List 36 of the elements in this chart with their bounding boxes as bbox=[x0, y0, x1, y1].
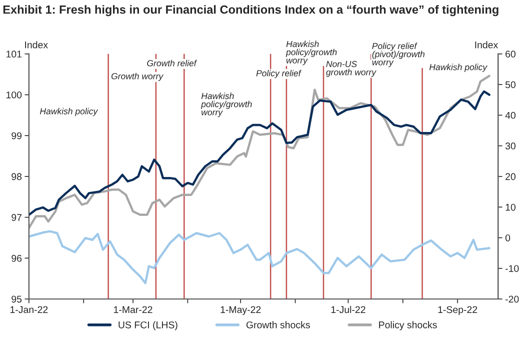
annotation: Policy relief (pivot)/growth worry bbox=[372, 42, 425, 68]
chart-title: Exhibit 1: Fresh highs in our Financial Conditions Index on a “fourth wave” of tightening bbox=[3, 5, 498, 16]
legend-label: Growth shocks bbox=[246, 321, 310, 328]
y-tick-label: 96 bbox=[12, 254, 22, 262]
y2-tick-label: 10 bbox=[506, 204, 516, 211]
y2-tick-label: 60 bbox=[506, 50, 516, 58]
x-tick-label: 1-Sep-22 bbox=[438, 306, 478, 316]
x-tick-label: 1-Mar-22 bbox=[114, 306, 152, 314]
y2-tick-label: 30 bbox=[505, 142, 516, 150]
y-axis-title: Index bbox=[25, 41, 48, 48]
y2-tick-label: 0 bbox=[505, 234, 510, 242]
y2-tick-label: 50 bbox=[505, 81, 516, 88]
annotation: Hawkish policy bbox=[40, 108, 98, 116]
y2-axis-title: Index bbox=[475, 41, 498, 48]
legend-label: US FCI (LHS) bbox=[118, 321, 178, 330]
y2-tick-label: 40 bbox=[505, 112, 516, 119]
annotation: Growth relief bbox=[147, 60, 198, 66]
y-tick-label: 95 bbox=[12, 296, 22, 303]
y2-tick-label: -20 bbox=[506, 296, 519, 303]
y2-tick-label: -10 bbox=[506, 265, 519, 272]
y2-tick-label: 20 bbox=[506, 173, 516, 180]
line-series bbox=[28, 230, 490, 284]
annotation: Policy relief bbox=[256, 70, 302, 78]
legend-label: Policy shocks bbox=[379, 321, 437, 330]
y-tick-label: 99 bbox=[12, 132, 22, 140]
x-tick-label: 1-May-22 bbox=[220, 306, 261, 316]
y-tick-label: 98 bbox=[12, 173, 22, 180]
annotation: Hawkish policy bbox=[429, 64, 488, 72]
x-tick-label: 1-Jan-22 bbox=[10, 306, 48, 314]
y-tick-label: 100 bbox=[6, 91, 22, 98]
line-series bbox=[28, 90, 490, 216]
y-tick-label: 97 bbox=[12, 214, 22, 221]
annotation: Growth worry bbox=[111, 72, 164, 82]
y-tick-label: 101 bbox=[6, 50, 22, 58]
x-tick-label: 1-Jul-22 bbox=[331, 306, 366, 314]
annotation: Hawkish policy/growth worry bbox=[200, 92, 252, 118]
